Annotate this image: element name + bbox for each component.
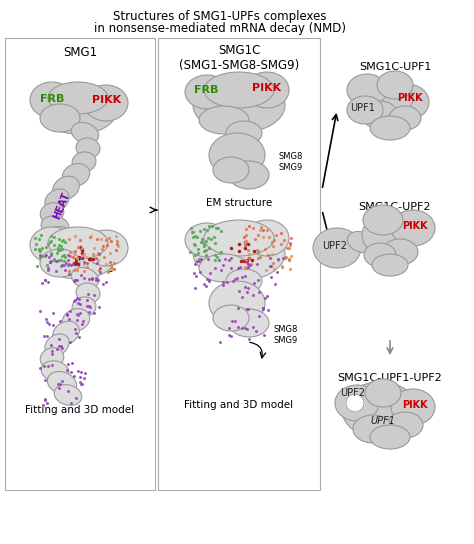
Text: HEAT: HEAT <box>52 191 72 221</box>
Text: SMG8
SMG9: SMG8 SMG9 <box>279 152 303 172</box>
Ellipse shape <box>204 72 274 108</box>
Ellipse shape <box>84 230 128 266</box>
Ellipse shape <box>389 106 421 130</box>
Ellipse shape <box>72 122 99 144</box>
Ellipse shape <box>185 75 229 109</box>
Ellipse shape <box>365 379 401 407</box>
Ellipse shape <box>209 281 265 325</box>
Ellipse shape <box>40 90 116 134</box>
Ellipse shape <box>362 213 418 257</box>
Ellipse shape <box>40 104 80 132</box>
Ellipse shape <box>335 385 379 421</box>
Text: SMG1: SMG1 <box>63 46 97 59</box>
Ellipse shape <box>48 227 108 259</box>
Ellipse shape <box>30 227 74 263</box>
Ellipse shape <box>370 425 410 449</box>
Ellipse shape <box>84 85 128 121</box>
Ellipse shape <box>385 84 429 120</box>
Ellipse shape <box>199 106 249 134</box>
Text: PIKK: PIKK <box>92 95 121 105</box>
Ellipse shape <box>76 283 100 303</box>
Text: PIKK: PIKK <box>253 83 282 93</box>
Ellipse shape <box>347 231 374 252</box>
Circle shape <box>346 394 364 412</box>
Text: UPF1: UPF1 <box>351 103 375 113</box>
Text: Structures of SMG1-UPFs complexes: Structures of SMG1-UPFs complexes <box>113 10 327 23</box>
Text: UPF2: UPF2 <box>322 241 347 251</box>
Text: SMG1C
(SMG1-SMG8-SMG9): SMG1C (SMG1-SMG8-SMG9) <box>179 44 299 72</box>
Text: EM structure: EM structure <box>47 264 113 274</box>
Text: in nonsense-mediated mRNA decay (NMD): in nonsense-mediated mRNA decay (NMD) <box>94 22 346 35</box>
Ellipse shape <box>370 116 410 140</box>
Ellipse shape <box>357 78 413 118</box>
Ellipse shape <box>62 308 90 331</box>
Bar <box>158 38 320 490</box>
Ellipse shape <box>53 176 79 200</box>
Text: FRB: FRB <box>40 94 64 104</box>
Ellipse shape <box>245 72 289 108</box>
Text: EM structure: EM structure <box>206 198 272 208</box>
Ellipse shape <box>342 382 418 438</box>
Ellipse shape <box>30 82 74 118</box>
Text: Fitting and 3D model: Fitting and 3D model <box>26 405 135 415</box>
Ellipse shape <box>347 74 387 106</box>
Ellipse shape <box>372 254 408 276</box>
Ellipse shape <box>40 348 64 368</box>
Bar <box>5 38 155 490</box>
Ellipse shape <box>391 389 435 425</box>
Ellipse shape <box>313 228 361 268</box>
Ellipse shape <box>72 152 96 172</box>
Ellipse shape <box>76 138 100 158</box>
Text: SMG8
SMG9: SMG8 SMG9 <box>274 325 298 345</box>
Ellipse shape <box>47 226 77 250</box>
Ellipse shape <box>226 121 262 145</box>
Ellipse shape <box>40 203 64 223</box>
Ellipse shape <box>40 235 116 279</box>
Ellipse shape <box>72 268 99 288</box>
Ellipse shape <box>364 243 396 267</box>
Ellipse shape <box>391 210 435 246</box>
Text: SMG1C-UPF1-UPF2: SMG1C-UPF1-UPF2 <box>337 373 442 383</box>
Ellipse shape <box>72 297 96 317</box>
Ellipse shape <box>53 321 79 345</box>
Ellipse shape <box>204 220 274 256</box>
Ellipse shape <box>229 309 269 337</box>
Ellipse shape <box>54 385 82 405</box>
Ellipse shape <box>382 239 418 265</box>
Ellipse shape <box>47 372 77 394</box>
Ellipse shape <box>54 240 82 261</box>
Ellipse shape <box>213 305 249 331</box>
Ellipse shape <box>48 82 108 114</box>
Text: Fitting and 3D model: Fitting and 3D model <box>184 400 293 410</box>
Ellipse shape <box>347 96 383 124</box>
Text: SMG1C-UPF2: SMG1C-UPF2 <box>359 202 431 212</box>
Ellipse shape <box>245 220 289 256</box>
Ellipse shape <box>193 225 285 281</box>
Ellipse shape <box>226 269 262 293</box>
Text: SMG1C-UPF1: SMG1C-UPF1 <box>359 62 431 72</box>
Text: UPF1: UPF1 <box>371 416 395 426</box>
Ellipse shape <box>185 223 229 257</box>
Ellipse shape <box>41 361 69 381</box>
Ellipse shape <box>387 412 423 438</box>
Ellipse shape <box>193 77 285 133</box>
Ellipse shape <box>363 205 403 235</box>
Text: PIKK: PIKK <box>402 400 428 410</box>
Ellipse shape <box>40 249 80 277</box>
Text: PIKK: PIKK <box>402 221 428 231</box>
Ellipse shape <box>377 71 413 99</box>
Text: UPF2: UPF2 <box>340 388 365 398</box>
Ellipse shape <box>209 133 265 177</box>
Text: FRB: FRB <box>194 85 218 95</box>
Ellipse shape <box>362 101 398 129</box>
Text: PIKK: PIKK <box>397 93 423 103</box>
Ellipse shape <box>229 161 269 189</box>
Ellipse shape <box>199 254 249 282</box>
Ellipse shape <box>62 164 90 187</box>
Ellipse shape <box>353 415 393 443</box>
Ellipse shape <box>45 334 69 356</box>
Ellipse shape <box>41 216 69 236</box>
Ellipse shape <box>213 157 249 183</box>
Ellipse shape <box>45 189 69 211</box>
